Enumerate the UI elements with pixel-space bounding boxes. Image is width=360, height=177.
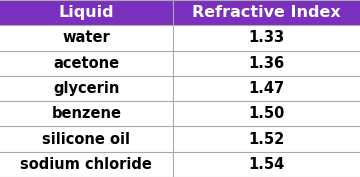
Bar [173, 51, 360, 76]
Bar [0, 0, 173, 25]
Text: silicone oil: silicone oil [42, 132, 130, 147]
Text: acetone: acetone [53, 56, 120, 71]
Bar [173, 76, 360, 101]
Text: 1.54: 1.54 [248, 157, 284, 172]
Text: 1.50: 1.50 [248, 106, 285, 121]
Text: sodium chloride: sodium chloride [21, 157, 152, 172]
Text: water: water [63, 30, 110, 45]
Bar [0, 101, 173, 126]
Bar [0, 76, 173, 101]
Text: 1.52: 1.52 [248, 132, 284, 147]
Bar [173, 152, 360, 177]
Bar [0, 152, 173, 177]
Bar [0, 51, 173, 76]
Bar [0, 126, 173, 152]
Bar [173, 126, 360, 152]
Text: Liquid: Liquid [59, 5, 114, 20]
Text: 1.36: 1.36 [248, 56, 284, 71]
Text: Refractive Index: Refractive Index [192, 5, 341, 20]
Bar [0, 25, 173, 51]
Text: 1.33: 1.33 [248, 30, 284, 45]
Text: glycerin: glycerin [53, 81, 120, 96]
Bar [173, 0, 360, 25]
Text: benzene: benzene [51, 106, 121, 121]
Bar [173, 25, 360, 51]
Text: 1.47: 1.47 [248, 81, 284, 96]
Bar [173, 101, 360, 126]
